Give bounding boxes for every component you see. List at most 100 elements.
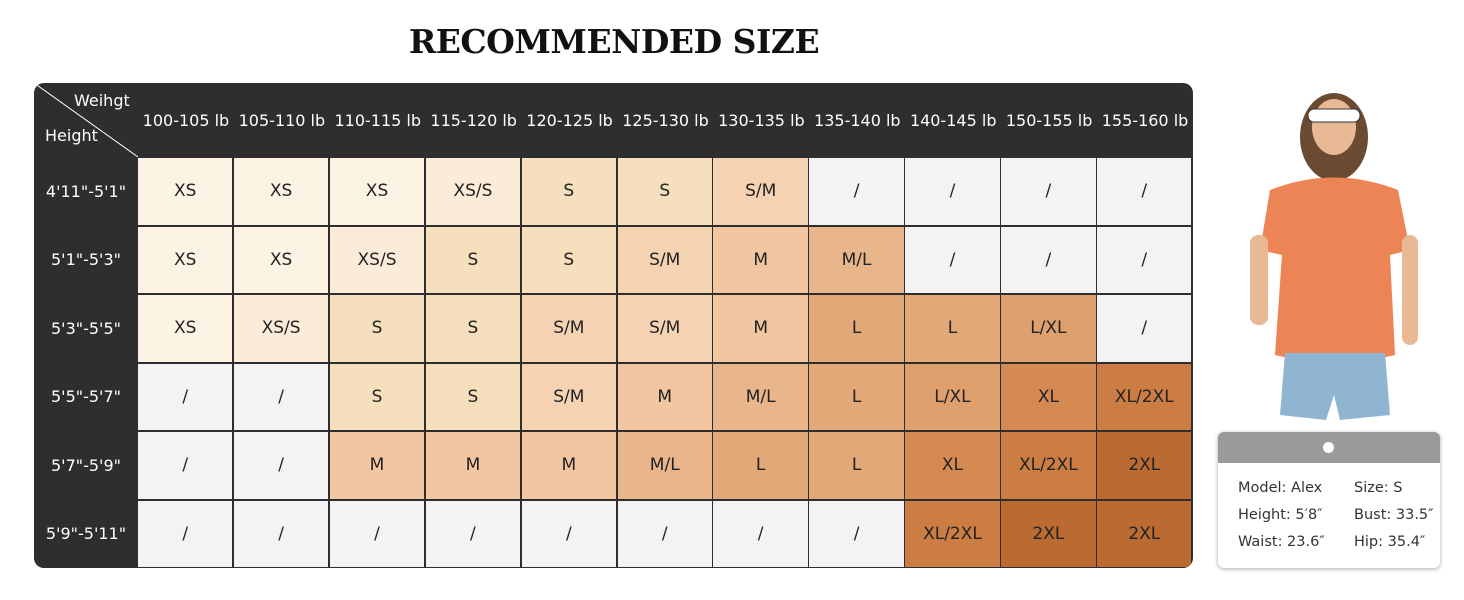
model-photo: [1250, 93, 1418, 420]
size-cell: S/M: [521, 295, 617, 362]
model-detail: Hip: 35.4″: [1354, 534, 1426, 550]
size-cell: /: [1001, 158, 1096, 225]
size-cell: M: [329, 432, 425, 499]
size-cell: M/L: [713, 363, 808, 430]
size-cell: XS: [138, 295, 233, 362]
size-cell: M: [521, 432, 617, 499]
size-cell: M/L: [809, 226, 904, 293]
row-label: 5'7"-5'9": [50, 455, 121, 475]
column-header: 125-130 lb: [622, 110, 709, 130]
size-cell: /: [1097, 226, 1192, 293]
size-cell: /: [1097, 158, 1192, 225]
size-cell: S: [425, 295, 521, 362]
size-cell: L: [809, 432, 904, 499]
size-cell: S: [329, 295, 425, 362]
size-cell: L/XL: [1001, 295, 1096, 362]
column-header: 105-110 lb: [238, 110, 326, 130]
size-cell: /: [329, 500, 425, 567]
size-cell: M/L: [617, 432, 712, 499]
size-cell: /: [809, 158, 904, 225]
size-cell: S: [425, 226, 521, 293]
size-cell: /: [1097, 295, 1192, 362]
size-cell: S: [617, 158, 712, 225]
size-cell: XS/S: [233, 295, 329, 362]
column-header: 115-120 lb: [430, 110, 517, 130]
column-header: 100-105 lb: [142, 110, 230, 130]
size-cell: XL/2XL: [1097, 363, 1192, 430]
size-cell: /: [138, 432, 233, 499]
size-cell: S/M: [617, 226, 712, 293]
title: RECOMMENDED SIZE: [408, 22, 820, 61]
size-cell: /: [905, 226, 1000, 293]
model-detail: Model: Alex: [1238, 480, 1323, 496]
corner-cell: Weihgt Height: [34, 83, 138, 157]
size-cell: /: [138, 363, 233, 430]
size-cell: XS: [233, 226, 329, 293]
size-cell: XS/S: [425, 158, 521, 225]
size-cell: /: [905, 158, 1000, 225]
size-cell: XL: [905, 432, 1000, 499]
size-cell: M: [617, 363, 712, 430]
corner-bottom: Height: [45, 126, 98, 145]
size-cell: S: [329, 363, 425, 430]
size-cell: XS: [138, 226, 233, 293]
size-cell: L: [809, 295, 904, 362]
column-header: 120-125 lb: [526, 110, 613, 130]
size-cell: S: [425, 363, 521, 430]
row-label: 5'9"-5'11": [45, 524, 127, 544]
size-cell: XL: [1001, 363, 1096, 430]
column-header: 140-145 lb: [909, 110, 997, 130]
size-cell: 2XL: [1097, 432, 1192, 499]
row-label: 4'11"-5'1": [45, 181, 127, 201]
model-detail: Height: 5′8″: [1238, 507, 1323, 523]
size-cell: S: [521, 226, 617, 293]
size-cell: /: [713, 500, 808, 567]
size-cell: /: [521, 500, 617, 567]
row-label: 5'3"-5'5": [50, 318, 121, 338]
size-cell: /: [1001, 226, 1096, 293]
size-cell: S/M: [617, 295, 712, 362]
size-cell: 2XL: [1001, 500, 1096, 567]
size-cell: M: [713, 295, 808, 362]
size-cell: XS/S: [329, 226, 425, 293]
model-detail: Size: S: [1354, 480, 1403, 496]
size-cell: L/XL: [905, 363, 1000, 430]
card-dot: [1323, 442, 1334, 453]
column-header: 150-155 lb: [1005, 110, 1093, 130]
card-bar: [1218, 432, 1440, 463]
size-cell: M: [425, 432, 521, 499]
column-header: 135-140 lb: [814, 110, 901, 130]
size-cell: /: [233, 363, 329, 430]
size-cell: /: [617, 500, 712, 567]
size-cell: S/M: [521, 363, 617, 430]
size-cell: S/M: [713, 158, 808, 225]
size-cell: XS: [233, 158, 329, 225]
size-cell: L: [713, 432, 808, 499]
size-cell: XS: [138, 158, 233, 225]
row-label: 5'1"-5'3": [50, 250, 121, 270]
size-cell: L: [809, 363, 904, 430]
size-cell: /: [425, 500, 521, 567]
column-header: 130-135 lb: [718, 110, 805, 130]
row-label: 5'5"-5'7": [50, 387, 121, 407]
size-cell: S: [521, 158, 617, 225]
size-cell: XL/2XL: [905, 500, 1000, 567]
size-cell: L: [905, 295, 1000, 362]
corner-top: Weihgt: [74, 91, 130, 110]
model-detail: Bust: 33.5″: [1354, 507, 1434, 523]
size-table: Weihgt Height 100-105 lb 105-110 lb 110-11…: [34, 83, 1193, 568]
size-cell: XS: [329, 158, 425, 225]
size-cell: /: [138, 500, 233, 567]
size-cell: M: [713, 226, 808, 293]
model-detail: Waist: 23.6″: [1238, 534, 1325, 550]
model-card: Model: Alex Size: S Height: 5′8″ Bust: 33.5…: [1218, 432, 1440, 568]
size-cell: 2XL: [1097, 500, 1192, 567]
size-cell: /: [809, 500, 904, 567]
diagonal: [34, 83, 138, 157]
column-header: 155-160 lb: [1101, 110, 1189, 130]
size-cell: XL/2XL: [1001, 432, 1096, 499]
size-cell: /: [233, 432, 329, 499]
column-header: 110-115 lb: [334, 110, 422, 130]
size-cell: /: [233, 500, 329, 567]
